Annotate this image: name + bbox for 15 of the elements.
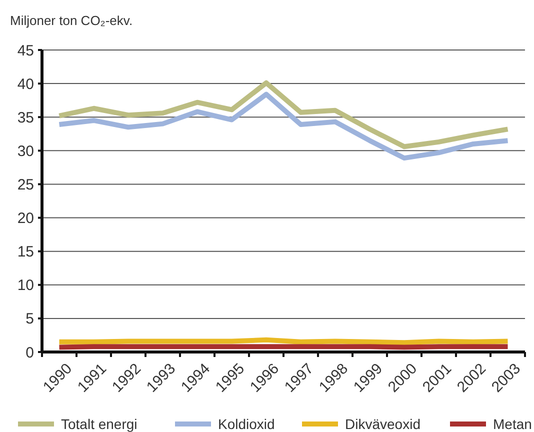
y-tick-label: 20 (17, 210, 34, 228)
legend-label: Metan (493, 416, 532, 432)
y-tick-label: 35 (17, 109, 34, 126)
y-tick-label: 45 (17, 42, 34, 60)
y-tick-label: 0 (26, 344, 34, 362)
legend-label: Dikväveoxid (345, 416, 420, 432)
y-tick-label: 10 (17, 277, 34, 294)
y-tick-label: 25 (17, 176, 34, 194)
y-tick-label: 40 (17, 76, 34, 93)
y-axis-title: Miljoner ton CO₂-ekv. (10, 13, 133, 28)
y-tick-label: 5 (26, 310, 34, 328)
y-tick-label: 30 (17, 142, 34, 160)
legend-label: Koldioxid (218, 416, 275, 432)
y-tick-label: 15 (17, 244, 34, 261)
legend-label: Totalt energi (61, 416, 138, 432)
